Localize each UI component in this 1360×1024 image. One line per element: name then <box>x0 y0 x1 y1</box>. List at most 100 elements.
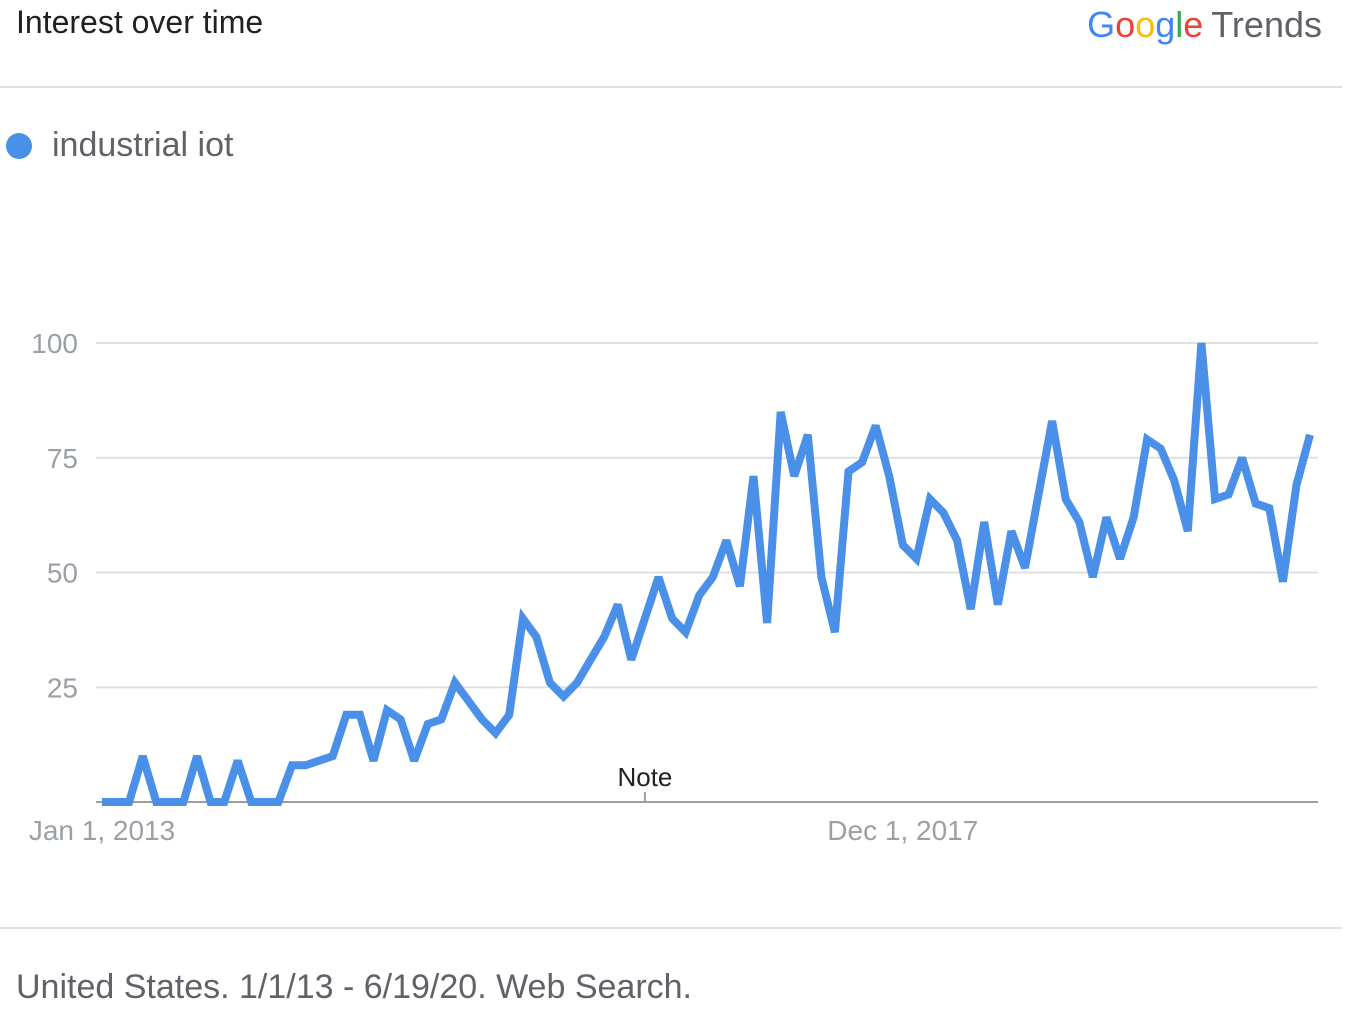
data-point[interactable] <box>235 758 241 764</box>
chart-title: Interest over time <box>16 4 264 40</box>
data-point[interactable] <box>968 606 974 612</box>
chart-footer: United States. 1/1/13 - 6/19/20. Web Sea… <box>16 968 692 1006</box>
data-point[interactable] <box>818 574 824 580</box>
data-point[interactable] <box>452 680 458 686</box>
data-point[interactable] <box>384 707 390 713</box>
data-point[interactable] <box>1008 528 1014 534</box>
data-point[interactable] <box>1253 501 1259 507</box>
data-point[interactable] <box>370 758 376 764</box>
data-point[interactable] <box>560 693 566 699</box>
data-point[interactable] <box>262 799 268 805</box>
data-point[interactable] <box>941 510 947 516</box>
data-point[interactable] <box>316 758 322 764</box>
data-point[interactable] <box>628 657 634 663</box>
data-point[interactable] <box>683 629 689 635</box>
data-point[interactable] <box>696 592 702 598</box>
data-point[interactable] <box>248 799 254 805</box>
data-point[interactable] <box>221 799 227 805</box>
data-point[interactable] <box>1022 565 1028 571</box>
data-point[interactable] <box>900 542 906 548</box>
data-point[interactable] <box>615 602 621 608</box>
data-point[interactable] <box>1158 446 1164 452</box>
data-point[interactable] <box>506 712 512 718</box>
data-point[interactable] <box>981 519 987 525</box>
data-point[interactable] <box>547 680 553 686</box>
logo-letter: l <box>1175 4 1184 45</box>
data-point[interactable] <box>275 799 281 805</box>
data-point[interactable] <box>846 469 852 475</box>
data-point[interactable] <box>113 799 119 805</box>
data-point[interactable] <box>343 712 349 718</box>
data-point[interactable] <box>1117 556 1123 562</box>
data-point[interactable] <box>859 459 865 465</box>
data-point[interactable] <box>465 698 471 704</box>
data-point[interactable] <box>669 615 675 621</box>
data-point[interactable] <box>574 680 580 686</box>
series-line-industrial-iot[interactable] <box>102 342 1314 806</box>
data-point[interactable] <box>588 657 594 663</box>
data-point[interactable] <box>791 473 797 479</box>
data-point[interactable] <box>398 716 404 722</box>
data-point[interactable] <box>1076 519 1082 525</box>
data-point[interactable] <box>1307 432 1313 438</box>
data-point[interactable] <box>126 799 132 805</box>
logo-product: Trends <box>1211 4 1322 45</box>
data-point[interactable] <box>411 758 417 764</box>
data-point[interactable] <box>493 730 499 736</box>
data-point[interactable] <box>642 615 648 621</box>
data-point[interactable] <box>330 753 336 759</box>
data-point[interactable] <box>208 799 214 805</box>
data-point[interactable] <box>886 473 892 479</box>
data-point[interactable] <box>1090 574 1096 580</box>
data-point[interactable] <box>180 799 186 805</box>
data-point[interactable] <box>710 574 716 580</box>
data-point[interactable] <box>1266 505 1272 511</box>
google-trends-logo[interactable]: Google Trends <box>1087 4 1322 46</box>
data-point[interactable] <box>1171 478 1177 484</box>
data-point[interactable] <box>1185 528 1191 534</box>
data-point[interactable] <box>778 409 784 415</box>
data-point[interactable] <box>533 634 539 640</box>
data-point[interactable] <box>764 620 770 626</box>
data-point[interactable] <box>303 762 309 768</box>
data-point[interactable] <box>1063 496 1069 502</box>
data-point[interactable] <box>737 583 743 589</box>
note-annotation[interactable]: Note <box>617 762 672 792</box>
data-point[interactable] <box>289 762 295 768</box>
data-point[interactable] <box>805 432 811 438</box>
data-point[interactable] <box>520 615 526 621</box>
data-point[interactable] <box>438 716 444 722</box>
data-point[interactable] <box>913 556 919 562</box>
data-point[interactable] <box>425 721 431 727</box>
data-point[interactable] <box>167 799 173 805</box>
data-point[interactable] <box>1144 436 1150 442</box>
data-point[interactable] <box>479 716 485 722</box>
data-point[interactable] <box>1212 496 1218 502</box>
data-point[interactable] <box>1103 514 1109 520</box>
data-point[interactable] <box>927 496 933 502</box>
data-point[interactable] <box>194 753 200 759</box>
data-point[interactable] <box>832 629 838 635</box>
data-point[interactable] <box>140 753 146 759</box>
line-chart[interactable]: 25 50 75 100 Jan 1, 2013 Dec 1, 2017 Note <box>0 300 1360 860</box>
data-point[interactable] <box>655 574 661 580</box>
data-point[interactable] <box>1198 340 1204 346</box>
data-point[interactable] <box>153 799 159 805</box>
data-point[interactable] <box>873 423 879 429</box>
data-point[interactable] <box>723 537 729 543</box>
data-point[interactable] <box>1131 514 1137 520</box>
data-point[interactable] <box>1293 482 1299 488</box>
data-point[interactable] <box>1226 491 1232 497</box>
data-point[interactable] <box>751 473 757 479</box>
data-point[interactable] <box>1036 491 1042 497</box>
data-point[interactable] <box>357 712 363 718</box>
data-point[interactable] <box>1049 418 1055 424</box>
chart-legend[interactable]: industrial iot <box>6 126 233 165</box>
data-point[interactable] <box>601 634 607 640</box>
data-point[interactable] <box>1280 579 1286 585</box>
data-point[interactable] <box>99 799 105 805</box>
chart-header: Interest over time Google Trends <box>0 0 1342 88</box>
data-point[interactable] <box>954 537 960 543</box>
data-point[interactable] <box>995 602 1001 608</box>
data-point[interactable] <box>1239 455 1245 461</box>
